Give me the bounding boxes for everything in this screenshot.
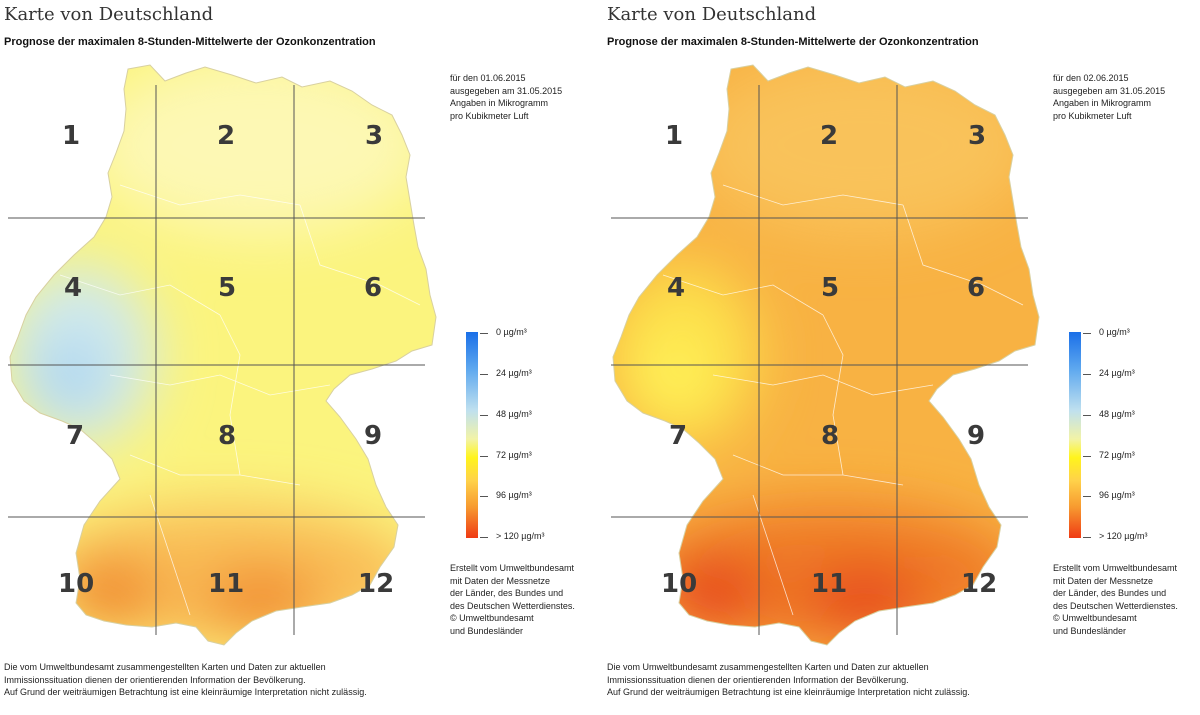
country-border — [612, 64, 1040, 646]
grid-label-4: 4 — [667, 273, 685, 303]
credits-line: mit Daten der Messnetze — [1053, 575, 1154, 586]
legend-tick — [1083, 333, 1091, 334]
legend-label: 0 µg/m³ — [496, 327, 527, 337]
state-borders — [59, 184, 421, 616]
legend-label: 48 µg/m³ — [1099, 409, 1135, 419]
legend-label: > 120 µg/m³ — [1099, 531, 1148, 541]
map-title: Karte von Deutschland — [4, 4, 214, 25]
meta-line: ausgegeben am 31.05.2015 — [450, 85, 563, 96]
legend-label: 0 µg/m³ — [1099, 327, 1130, 337]
legend-label: > 120 µg/m³ — [496, 531, 545, 541]
legend-label: 96 µg/m³ — [1099, 490, 1135, 500]
grid-label-5: 5 — [218, 273, 236, 303]
legend-label: 24 µg/m³ — [1099, 368, 1135, 378]
country-border — [9, 64, 437, 646]
disclaimer-line: Immissionssituation dienen der orientier… — [607, 674, 909, 685]
grid-lines — [611, 85, 1028, 635]
grid-lines — [8, 85, 425, 635]
grid-label-10: 10 — [58, 569, 94, 599]
ozone-field — [10, 65, 436, 645]
legend-tick — [480, 496, 488, 497]
germany-ozone-map: 1 2 34 5 67 8 910 11 12 — [8, 64, 437, 646]
grid-label-1: 1 — [665, 121, 683, 151]
grid-label-12: 12 — [358, 569, 394, 599]
legend-tick — [480, 456, 488, 457]
grid-label-1: 1 — [62, 121, 80, 151]
disclaimer-line: Immissionssituation dienen der orientier… — [4, 674, 306, 685]
map-panel-2: Karte von Deutschland Prognose der maxima… — [603, 0, 1200, 715]
germany-ozone-map: 1 2 34 5 67 8 910 11 12 — [611, 64, 1040, 646]
legend-label: 72 µg/m³ — [1099, 450, 1135, 460]
grid-label-12: 12 — [961, 569, 997, 599]
credits-line: mit Daten der Messnetze — [450, 575, 551, 586]
credits-line: des Deutschen Wetterdienstes. — [450, 600, 575, 611]
credits-line: Erstellt vom Umweltbundesamt — [450, 563, 575, 573]
disclaimer: Die vom Umweltbundesamt zusammengestellt… — [607, 661, 970, 699]
grid-label-9: 9 — [967, 421, 985, 451]
credits: Erstellt vom Umweltbundesamt mit Daten de… — [1053, 562, 1178, 637]
disclaimer: Die vom Umweltbundesamt zusammengestellt… — [4, 661, 367, 699]
grid-label-9: 9 — [364, 421, 382, 451]
legend-color-scale — [1069, 332, 1081, 538]
legend-label: 48 µg/m³ — [496, 409, 532, 419]
meta-line: Angaben in Mikrogramm — [450, 98, 549, 108]
credits-line: © Umweltbundesamt — [450, 613, 534, 623]
meta-line: für den 01.06.2015 — [450, 73, 526, 83]
grid-label-4: 4 — [64, 273, 82, 303]
meta-line: ausgegeben am 31.05.2015 — [1053, 85, 1166, 96]
grid-label-11: 11 — [208, 569, 244, 599]
legend-label: 24 µg/m³ — [496, 368, 532, 378]
grid-label-6: 6 — [967, 273, 985, 303]
grid-label-3: 3 — [365, 121, 383, 151]
legend-tick — [480, 537, 488, 538]
grid-label-3: 3 — [968, 121, 986, 151]
legend-tick — [480, 374, 488, 375]
meta-line: Angaben in Mikrogramm — [1053, 98, 1152, 108]
forecast-meta: für den 02.06.2015 ausgegeben am 31.05.20… — [1053, 72, 1165, 122]
grid-label-7: 7 — [669, 421, 687, 451]
legend-label: 96 µg/m³ — [496, 490, 532, 500]
grid-label-5: 5 — [821, 273, 839, 303]
disclaimer-line: Die vom Umweltbundesamt zusammengestellt… — [4, 662, 326, 672]
grid-label-2: 2 — [217, 121, 235, 151]
legend-tick — [1083, 537, 1091, 538]
legend-color-scale — [466, 332, 478, 538]
grid-label-2: 2 — [820, 121, 838, 151]
map-subtitle: Prognose der maximalen 8-Stunden-Mittelw… — [4, 36, 376, 48]
credits-line: und Bundesländer — [450, 625, 524, 636]
legend-tick — [480, 333, 488, 334]
credits-line: und Bundesländer — [1053, 625, 1127, 636]
legend-tick — [1083, 415, 1091, 416]
credits-line: der Länder, des Bundes und — [450, 588, 564, 598]
legend-label: 72 µg/m³ — [496, 450, 532, 460]
map-subtitle: Prognose der maximalen 8-Stunden-Mittelw… — [607, 36, 979, 48]
state-borders — [662, 184, 1024, 616]
grid-label-11: 11 — [811, 569, 847, 599]
legend-tick — [480, 415, 488, 416]
grid-label-8: 8 — [821, 421, 839, 451]
map-panel-1: Karte von Deutschland Prognose der maxima… — [4, 4, 575, 699]
meta-line: pro Kubikmeter Luft — [1053, 110, 1132, 121]
credits-line: Erstellt vom Umweltbundesamt — [1053, 563, 1178, 573]
grid-label-10: 10 — [661, 569, 697, 599]
credits-line: der Länder, des Bundes und — [1053, 588, 1167, 598]
disclaimer-line: Die vom Umweltbundesamt zusammengestellt… — [607, 662, 929, 672]
disclaimer-line: Auf Grund der weiträumigen Betrachtung i… — [607, 687, 970, 697]
map-title: Karte von Deutschland — [607, 4, 817, 25]
credits-line: des Deutschen Wetterdienstes. — [1053, 600, 1178, 611]
grid-label-8: 8 — [218, 421, 236, 451]
grid-label-6: 6 — [364, 273, 382, 303]
meta-line: für den 02.06.2015 — [1053, 73, 1129, 83]
credits: Erstellt vom Umweltbundesamt mit Daten de… — [450, 562, 575, 637]
credits-line: © Umweltbundesamt — [1053, 613, 1137, 623]
legend-tick — [1083, 496, 1091, 497]
grid-label-7: 7 — [66, 421, 84, 451]
disclaimer-line: Auf Grund der weiträumigen Betrachtung i… — [4, 687, 367, 697]
forecast-meta: für den 01.06.2015 ausgegeben am 31.05.20… — [450, 72, 562, 122]
legend-tick — [1083, 374, 1091, 375]
legend-tick — [1083, 456, 1091, 457]
meta-line: pro Kubikmeter Luft — [450, 110, 529, 121]
